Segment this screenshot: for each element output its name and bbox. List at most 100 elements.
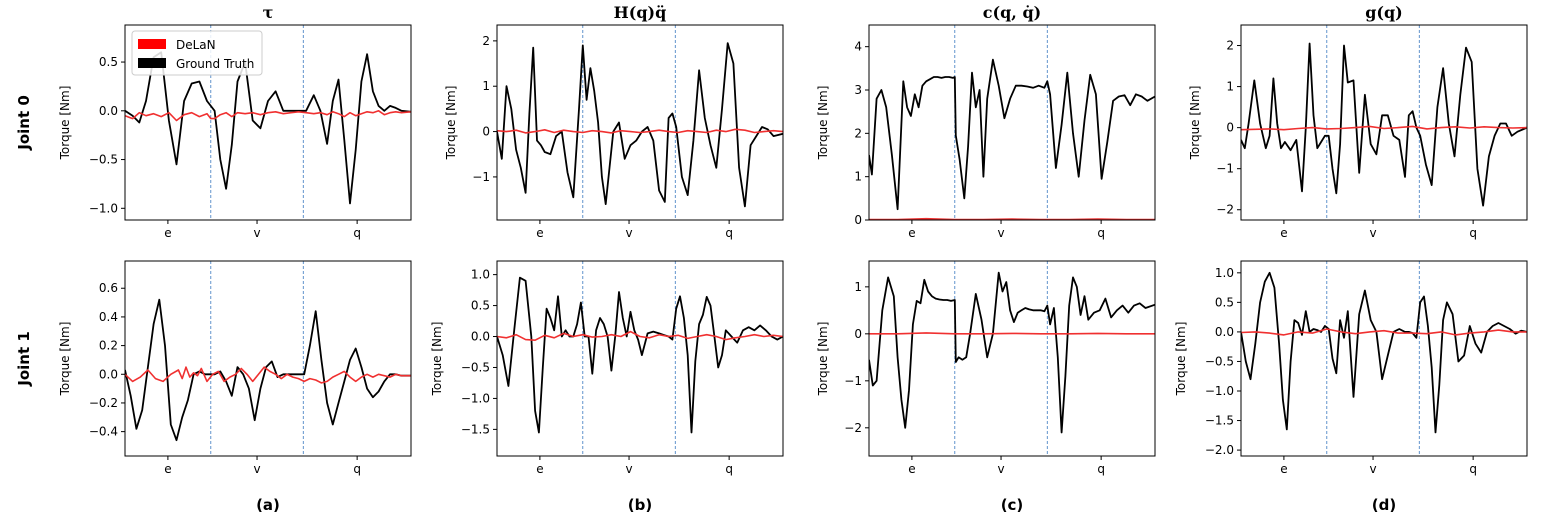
y-tick-label: 1.0	[471, 268, 490, 282]
series-lines	[1241, 271, 1527, 434]
panel-1-0: −0.4 −0.2 0.0 0.2 0.4 0.6 e v q Torque [Nm]	[58, 260, 412, 476]
x-tick-label: e	[1280, 462, 1287, 476]
ground-truth-line	[869, 58, 1155, 211]
panel-0-1: −1 0 1 2 e v q Torque [Nm]	[444, 24, 784, 240]
x-tick-label: e	[1280, 226, 1287, 240]
panel-0-3: −2 −1 0 1 2 e v q Torque [Nm]	[1188, 24, 1528, 240]
ground-truth-line	[497, 276, 783, 434]
panel-label: (d)	[1372, 496, 1396, 514]
y-tick-label: 0.0	[99, 104, 118, 118]
y-tick-label: 2	[482, 34, 490, 48]
y-tick-label: 0.0	[1215, 325, 1234, 339]
axes-frame	[868, 260, 1156, 457]
y-axis-label: Torque [Nm]	[58, 86, 72, 161]
y-tick-label: 0	[854, 327, 862, 341]
ground-truth-line	[869, 271, 1155, 434]
series-lines	[497, 42, 783, 208]
series-lines	[125, 51, 411, 205]
x-tick-label: v	[1369, 226, 1376, 240]
column-title: τ	[263, 3, 274, 22]
y-tick-label: −1.0	[89, 201, 118, 215]
ground-truth-line	[1241, 42, 1527, 207]
series-lines	[1241, 42, 1527, 207]
x-tick-label: e	[536, 462, 543, 476]
panel-labels: (a) (b) (c) (d)	[256, 496, 1396, 514]
x-tick-label: v	[997, 226, 1004, 240]
y-axis-label: Torque [Nm]	[58, 322, 72, 397]
x-tick-label: q	[353, 226, 361, 240]
delan-line	[869, 332, 1155, 335]
y-tick-label: 0.2	[99, 339, 118, 353]
y-tick-label: 2	[854, 126, 862, 140]
series-lines	[125, 298, 411, 442]
x-tick-label: v	[253, 226, 260, 240]
ground-truth-line	[125, 298, 411, 442]
x-tick-label: q	[725, 462, 733, 476]
panels: −1.0 −0.5 0.0 0.5 e v q Torque [Nm] −1 0 1 2 e v q Torq…	[58, 24, 1528, 476]
x-tick-label: e	[908, 226, 915, 240]
y-tick-label: −0.5	[461, 360, 490, 374]
y-axis-label: Torque [Nm]	[816, 86, 830, 161]
panel-label: (c)	[1001, 496, 1024, 514]
axes-frame	[1240, 260, 1528, 457]
column-title: c(q, q̇)	[983, 3, 1041, 22]
axes-frame	[496, 260, 784, 457]
panel-0-0: −1.0 −0.5 0.0 0.5 e v q Torque [Nm]	[58, 24, 412, 240]
x-tick-label: v	[1369, 462, 1376, 476]
series-lines	[869, 271, 1155, 434]
ground-truth-line	[1241, 271, 1527, 434]
x-tick-label: v	[625, 226, 632, 240]
y-tick-label: 1	[854, 170, 862, 184]
ground-truth-line	[125, 51, 411, 205]
y-tick-label: −2.0	[1205, 443, 1234, 457]
y-tick-label: −1.5	[461, 422, 490, 436]
x-tick-label: v	[253, 462, 260, 476]
delan-line	[125, 366, 411, 384]
y-tick-label: 0	[482, 125, 490, 139]
series-lines	[869, 58, 1155, 220]
legend-label: Ground Truth	[176, 57, 254, 71]
x-tick-label: q	[1097, 462, 1105, 476]
ground-truth-line	[497, 42, 783, 208]
row-label: Joint 0	[15, 95, 33, 151]
y-tick-label: −1.5	[1205, 414, 1234, 428]
y-tick-label: 0.5	[1215, 295, 1234, 309]
row-labels: Joint 0 Joint 1	[15, 95, 33, 387]
legend-swatch-ground-truth	[138, 58, 166, 68]
x-tick-label: e	[908, 462, 915, 476]
x-tick-label: q	[353, 462, 361, 476]
x-tick-label: e	[164, 462, 171, 476]
y-axis-label: Torque [Nm]	[1174, 322, 1188, 397]
legend: DeLaN Ground Truth	[131, 30, 263, 76]
column-title: H(q)q̈	[614, 3, 667, 22]
y-tick-label: 0	[854, 213, 862, 227]
y-tick-label: 1.0	[1215, 266, 1234, 280]
column-titles: τ H(q)q̈ c(q, q̇) g(q)	[263, 3, 1403, 22]
y-tick-label: −1	[844, 374, 862, 388]
y-tick-label: 1	[854, 280, 862, 294]
row-label: Joint 1	[15, 331, 33, 387]
x-tick-label: q	[1469, 462, 1477, 476]
series-lines	[497, 276, 783, 434]
panel-label: (a)	[256, 496, 280, 514]
x-tick-label: q	[1097, 226, 1105, 240]
y-tick-label: 0.5	[471, 299, 490, 313]
y-tick-label: 1	[1226, 80, 1234, 94]
axes-frame	[124, 24, 412, 221]
y-tick-label: 0.0	[99, 367, 118, 381]
x-tick-label: q	[725, 226, 733, 240]
y-tick-label: −2	[844, 421, 862, 435]
x-tick-label: e	[164, 226, 171, 240]
y-tick-label: −0.5	[89, 153, 118, 167]
y-tick-label: −1.0	[1205, 384, 1234, 398]
y-tick-label: −2	[1216, 203, 1234, 217]
column-title: g(q)	[1365, 3, 1403, 22]
x-tick-label: q	[1469, 226, 1477, 240]
x-tick-label: e	[536, 226, 543, 240]
x-tick-label: v	[997, 462, 1004, 476]
y-tick-label: −1	[472, 170, 490, 184]
y-axis-label: Torque [Nm]	[444, 86, 458, 161]
panel-1-2: −2 −1 0 1 e v q Torque [Nm]	[816, 260, 1156, 476]
panel-1-3: −2.0 −1.5 −1.0 −0.5 0.0 0.5 1.0 e v q Torque [Nm]	[1174, 260, 1528, 476]
y-axis-label: Torque [Nm]	[816, 322, 830, 397]
